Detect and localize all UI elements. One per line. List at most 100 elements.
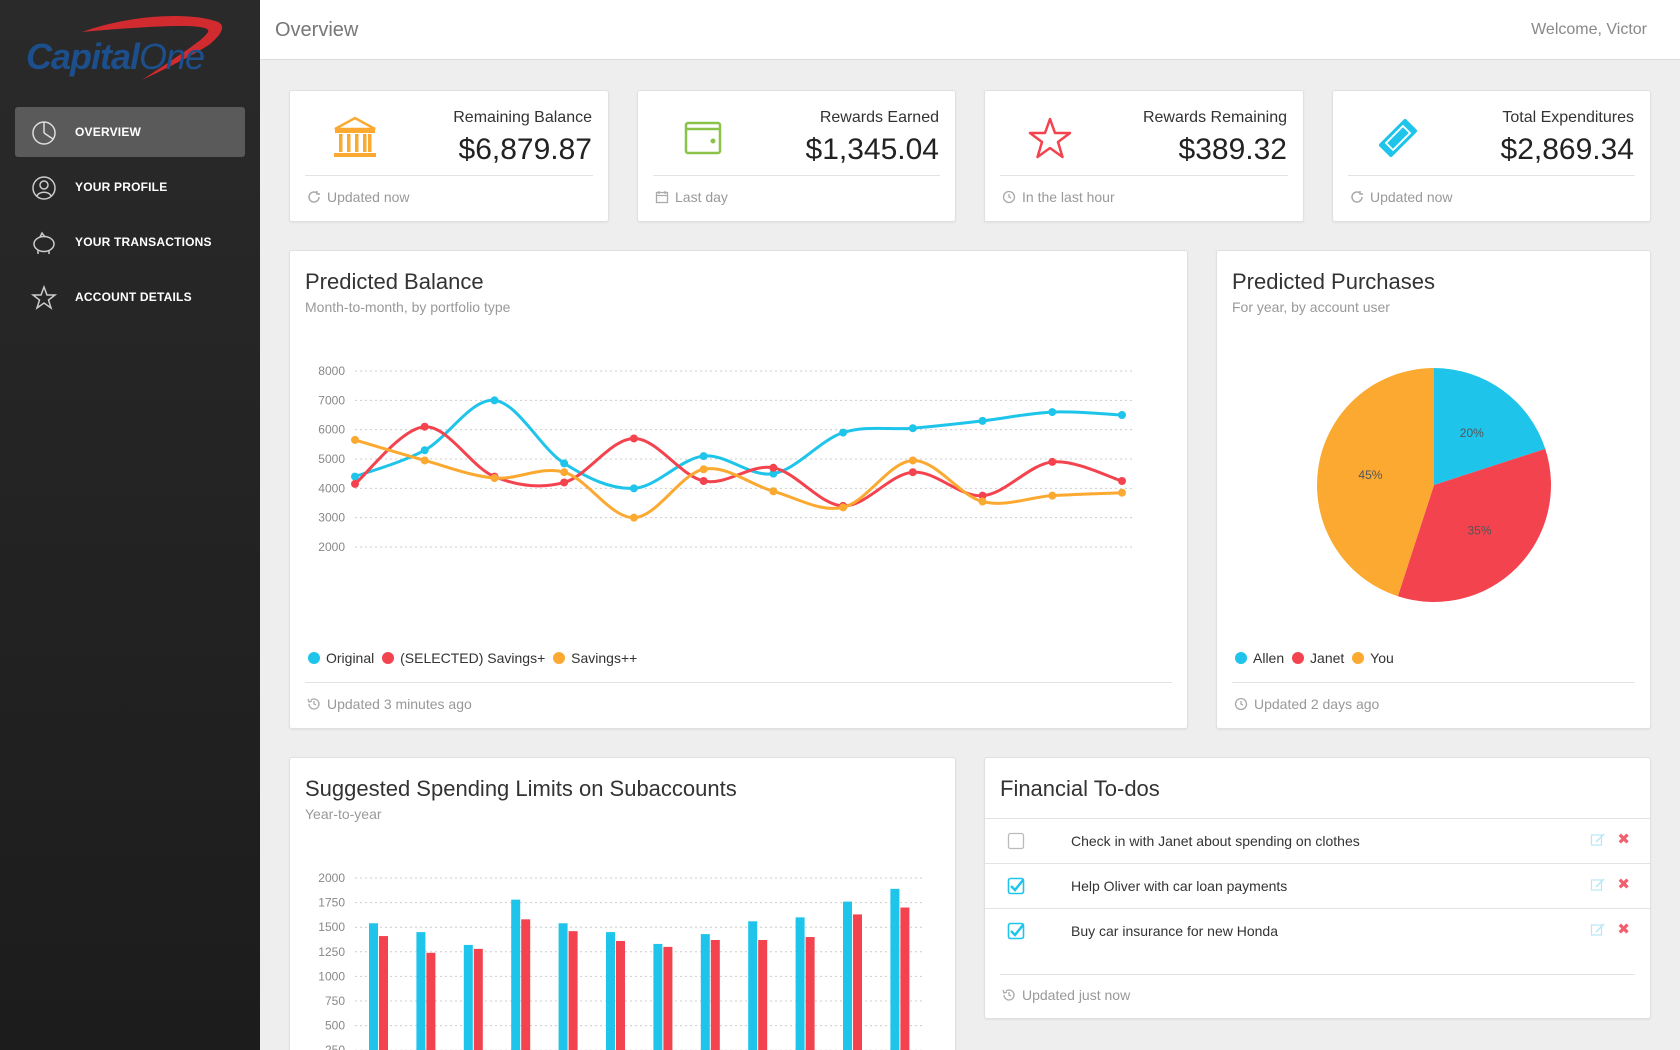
sidebar-item-account-details[interactable]: ACCOUNT DETAILS xyxy=(15,272,245,322)
y-tick-label: 1000 xyxy=(318,969,345,983)
edit-icon[interactable] xyxy=(1590,877,1606,893)
data-point xyxy=(629,434,638,443)
sidebar-item-label: YOUR TRANSACTIONS xyxy=(75,235,212,249)
data-point xyxy=(908,424,917,433)
legend-item-you[interactable]: You xyxy=(1352,650,1394,666)
predicted-purchases-pie: 20% 35% 45% xyxy=(1317,368,1551,602)
todo-text: Buy car insurance for new Honda xyxy=(1071,923,1278,939)
legend-swatch xyxy=(1292,652,1305,664)
divider xyxy=(1348,175,1635,176)
card-title: Predicted Balance xyxy=(305,269,484,294)
legend-item-janet[interactable]: Janet xyxy=(1292,650,1344,666)
stat-label: Rewards Earned xyxy=(819,109,939,126)
data-point xyxy=(1118,411,1126,419)
todo-checkbox[interactable] xyxy=(1007,832,1025,850)
sidebar-item-profile[interactable]: YOUR PROFILE xyxy=(15,162,245,212)
stat-card-remaining-balance: Remaining Balance $6,879.87 Updated now xyxy=(289,90,609,222)
data-point xyxy=(629,513,638,522)
stat-label: Remaining Balance xyxy=(453,109,592,126)
card-title: Predicted Purchases xyxy=(1232,269,1435,294)
data-point xyxy=(769,463,778,472)
divider xyxy=(653,175,940,176)
page-title: Overview xyxy=(275,19,359,41)
todo-checkbox-checked[interactable] xyxy=(1007,922,1025,940)
edit-icon[interactable] xyxy=(1590,922,1606,938)
legend-item-savings-plus[interactable]: (SELECTED) Savings+ xyxy=(382,650,545,666)
stat-label: Rewards Remaining xyxy=(1142,109,1287,126)
clock-icon xyxy=(1002,190,1016,204)
todo-text: Help Oliver with car loan payments xyxy=(1071,878,1288,894)
bar xyxy=(758,939,768,1050)
series-line xyxy=(354,438,1123,520)
stat-footer: Updated now xyxy=(1350,189,1453,205)
bar xyxy=(511,899,521,1050)
stat-footer: Last day xyxy=(655,189,728,205)
pie-chart-icon xyxy=(32,121,56,145)
bar xyxy=(795,917,805,1050)
calendar-icon xyxy=(655,191,669,204)
card-subtitle: Month-to-month, by portfolio type xyxy=(305,299,511,315)
data-point xyxy=(351,472,359,481)
y-tick-label: 2000 xyxy=(318,540,345,551)
legend-item-original[interactable]: Original xyxy=(308,650,374,666)
delete-icon[interactable]: ✖ xyxy=(1617,921,1630,938)
refresh-icon xyxy=(308,191,320,203)
pie-slice xyxy=(1434,368,1546,485)
y-tick-label: 2000 xyxy=(318,871,345,885)
bar xyxy=(853,914,862,1050)
divider xyxy=(1000,175,1288,176)
data-point xyxy=(560,478,569,487)
divider xyxy=(305,682,1172,683)
y-tick-label: 1250 xyxy=(318,945,345,959)
data-point xyxy=(490,396,499,405)
pie-slice xyxy=(1317,368,1434,597)
predicted-balance-chart: 2000300040005000600070008000JanFebMarApr… xyxy=(318,364,1132,551)
bank-icon xyxy=(334,116,376,157)
user-icon xyxy=(32,176,56,200)
data-point xyxy=(420,456,429,465)
star-icon xyxy=(31,285,57,310)
stat-label: Total Expenditures xyxy=(1502,109,1634,126)
chart-legend: Allen Janet You xyxy=(1235,650,1398,666)
bar xyxy=(616,940,625,1050)
delete-icon[interactable]: ✖ xyxy=(1617,876,1630,893)
y-tick-label: 6000 xyxy=(318,423,345,437)
capital-one-logo[interactable]: CapitalOne xyxy=(22,10,232,90)
legend-item-savings-plus-plus[interactable]: Savings++ xyxy=(553,650,637,666)
legend-swatch xyxy=(1352,652,1365,664)
card-footer: Updated 2 days ago xyxy=(1234,696,1379,712)
data-point xyxy=(1048,491,1057,500)
sidebar-item-transactions[interactable]: YOUR TRANSACTIONS xyxy=(15,217,245,267)
sidebar-item-overview[interactable]: OVERVIEW xyxy=(15,107,245,157)
delete-icon[interactable]: ✖ xyxy=(1617,831,1630,848)
todo-item: Help Oliver with car loan payments ✖ xyxy=(985,863,1650,908)
bar xyxy=(700,934,710,1050)
bar xyxy=(568,931,578,1050)
legend-swatch xyxy=(553,652,566,664)
data-point xyxy=(978,416,987,425)
stat-footer: Updated now xyxy=(307,189,410,205)
bar xyxy=(379,936,388,1050)
bar xyxy=(710,939,720,1050)
stat-card-total-expenditures: Total Expenditures $2,869.34 Updated now xyxy=(1332,90,1651,222)
bar xyxy=(369,923,378,1050)
sidebar-item-label: YOUR PROFILE xyxy=(75,180,168,194)
legend-swatch xyxy=(382,652,395,664)
stat-value: $2,869.34 xyxy=(1500,133,1634,166)
data-point xyxy=(699,477,708,485)
edit-icon[interactable] xyxy=(1590,832,1606,848)
y-tick-label: 1750 xyxy=(318,896,345,910)
history-icon xyxy=(307,698,320,710)
todo-checkbox-checked[interactable] xyxy=(1007,877,1025,895)
data-point xyxy=(420,422,429,431)
bar xyxy=(416,932,426,1050)
data-point xyxy=(978,497,987,506)
sidebar-item-label: ACCOUNT DETAILS xyxy=(75,290,192,304)
chart-legend: Original (SELECTED) Savings+ Savings++ xyxy=(308,650,641,666)
welcome-message[interactable]: Welcome, Victor xyxy=(1531,21,1647,38)
card-subtitle: For year, by account user xyxy=(1232,299,1390,315)
legend-swatch xyxy=(308,652,320,664)
piggy-bank-icon xyxy=(33,231,55,254)
y-tick-label: 500 xyxy=(325,1019,345,1033)
legend-item-allen[interactable]: Allen xyxy=(1235,650,1284,666)
